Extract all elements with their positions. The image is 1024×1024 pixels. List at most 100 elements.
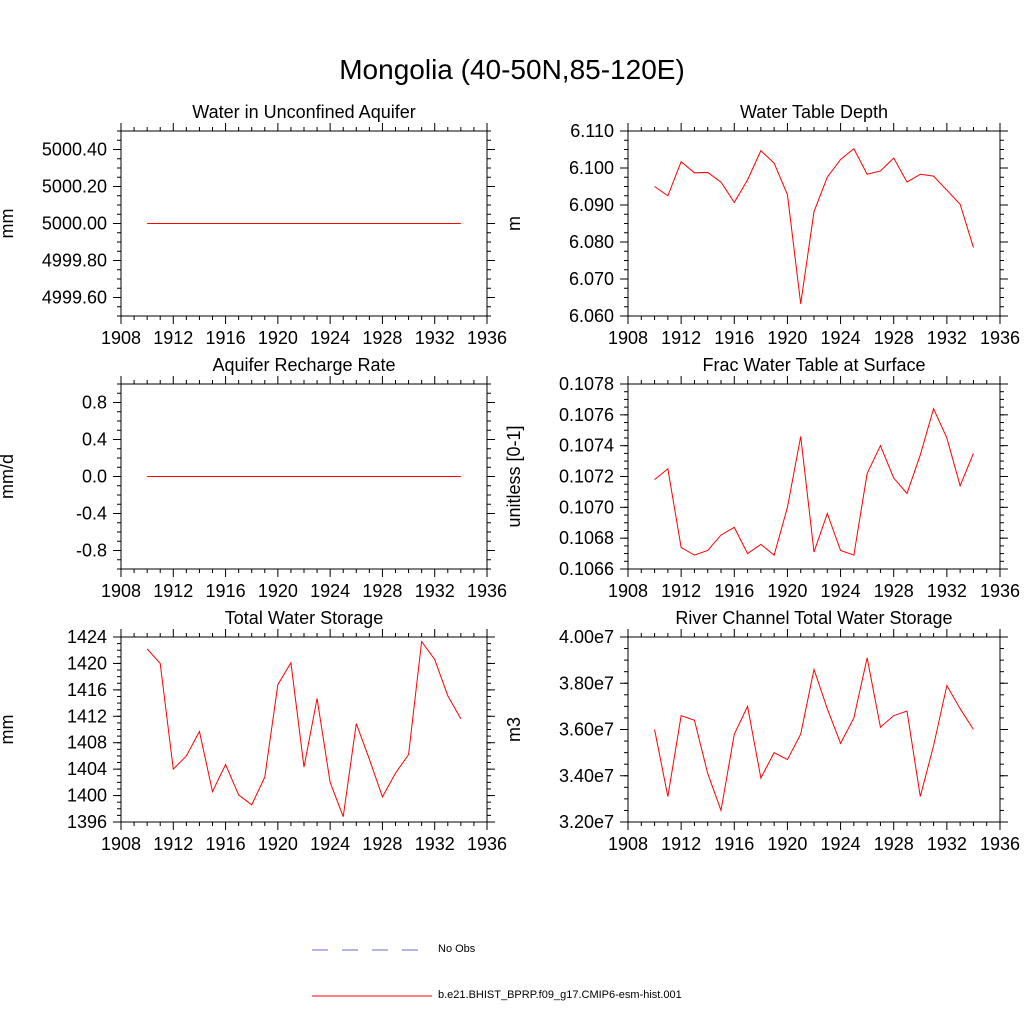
x-tick-label: 1920	[767, 328, 807, 348]
y-tick-label: 6.060	[569, 306, 614, 326]
x-tick-label: 1908	[101, 328, 141, 348]
series-line	[146, 640, 462, 817]
x-tick-label: 1908	[101, 581, 141, 601]
x-tick-label: 1924	[821, 328, 861, 348]
y-tick-label: 0.1068	[559, 528, 614, 548]
y-tick-label: 1404	[67, 759, 107, 779]
legend	[312, 949, 432, 997]
x-tick-label: 1932	[415, 581, 455, 601]
y-tick-label: 6.110	[570, 121, 614, 141]
chart-title: Frac Water Table at Surface	[702, 355, 925, 375]
y-tick-label: 0.1072	[559, 467, 614, 487]
y-tick-label: 4.00e7	[559, 627, 614, 647]
chart-panel-5: Total Water Storage mm 1908 1912 1916 1920 192…	[0, 608, 507, 854]
chart-panel-4: Frac Water Table at Surface unitless [0-1…	[504, 355, 1020, 601]
x-tick-label: 1908	[101, 834, 141, 854]
y-tick-label: 3.40e7	[559, 766, 614, 786]
y-tick-label: -0.8	[76, 541, 107, 561]
x-tick-label: 1908	[608, 834, 648, 854]
x-tick-label: 1924	[821, 581, 861, 601]
y-tick-label: 4999.80	[42, 251, 107, 271]
y-tick-label: 6.080	[569, 232, 614, 252]
x-tick-label: 1908	[608, 328, 648, 348]
chart-panel-2: Water Table Depth m 1908 1912 1916 1920 1924 19…	[504, 102, 1020, 348]
y-axis-label: unitless [0-1]	[504, 425, 524, 527]
x-tick-label: 1920	[767, 834, 807, 854]
chart-title: Total Water Storage	[225, 608, 383, 628]
y-tick-label: 0.1070	[559, 497, 614, 517]
chart-title: Aquifer Recharge Rate	[212, 355, 395, 375]
x-tick-label: 1920	[258, 581, 298, 601]
plot-frame	[627, 383, 1001, 570]
x-tick-label: 1932	[415, 834, 455, 854]
plot-frame	[627, 636, 1001, 823]
x-tick-label: 1936	[467, 834, 507, 854]
y-tick-label: 0.1066	[559, 559, 614, 579]
chart-title: River Channel Total Water Storage	[675, 608, 952, 628]
x-tick-label: 1928	[874, 581, 914, 601]
x-tick-label: 1932	[415, 328, 455, 348]
y-tick-label: 1408	[67, 733, 107, 753]
y-tick-label: 6.090	[569, 195, 614, 215]
y-axis-label: m	[504, 216, 524, 231]
x-tick-label: 1916	[714, 581, 754, 601]
y-tick-label: 5000.00	[42, 214, 107, 234]
plot-frame	[627, 130, 1001, 317]
y-tick-label: -0.4	[76, 504, 107, 524]
y-tick-label: 0.1074	[559, 436, 614, 456]
x-tick-label: 1932	[927, 834, 967, 854]
series-line	[654, 147, 974, 304]
y-tick-label: 3.60e7	[559, 720, 614, 740]
x-tick-label: 1920	[258, 834, 298, 854]
legend-obs-label: No Obs	[438, 943, 476, 955]
x-tick-label: 1912	[153, 834, 193, 854]
x-tick-label: 1928	[874, 834, 914, 854]
y-tick-label: 3.20e7	[559, 812, 614, 832]
x-tick-label: 1908	[608, 581, 648, 601]
y-tick-label: 6.070	[569, 269, 614, 289]
y-tick-label: 1424	[67, 627, 107, 647]
series-line	[654, 657, 974, 813]
x-tick-label: 1936	[980, 581, 1020, 601]
x-tick-label: 1912	[153, 581, 193, 601]
x-tick-label: 1924	[310, 834, 350, 854]
x-tick-label: 1936	[980, 328, 1020, 348]
x-tick-label: 1924	[310, 328, 350, 348]
y-axis-label: mm	[0, 209, 17, 239]
x-tick-label: 1916	[714, 328, 754, 348]
y-tick-label: 4999.60	[42, 288, 107, 308]
y-axis-label: m3	[504, 717, 524, 742]
legend-model-label: b.e21.BHIST_BPRP.f09_g17.CMIP6-esm-hist.…	[438, 989, 682, 1001]
x-tick-label: 1928	[874, 328, 914, 348]
y-tick-label: 3.80e7	[559, 673, 614, 693]
x-tick-label: 1924	[310, 581, 350, 601]
y-tick-label: 0.8	[82, 393, 107, 413]
x-tick-label: 1936	[980, 834, 1020, 854]
y-tick-label: 0.0	[82, 467, 107, 487]
x-tick-label: 1936	[467, 581, 507, 601]
y-tick-label: 0.1076	[559, 405, 614, 425]
x-tick-label: 1920	[767, 581, 807, 601]
x-tick-label: 1912	[661, 834, 701, 854]
plot-frame	[120, 636, 488, 823]
x-tick-label: 1928	[362, 834, 402, 854]
page-title: Mongolia (40-50N,85-120E)	[339, 54, 685, 85]
x-tick-label: 1936	[467, 328, 507, 348]
chart-panel-6: River Channel Total Water Storage m3 1908 1…	[504, 608, 1020, 854]
chart-title: Water in Unconfined Aquifer	[192, 102, 415, 122]
x-tick-label: 1932	[927, 328, 967, 348]
x-tick-label: 1932	[927, 581, 967, 601]
x-tick-label: 1916	[206, 328, 246, 348]
y-tick-label: 0.1078	[559, 374, 614, 394]
x-tick-label: 1912	[661, 581, 701, 601]
x-tick-label: 1916	[206, 581, 246, 601]
chart-panel-1: Water in Unconfined Aquifer mm 1908 1912 191…	[0, 102, 507, 348]
y-tick-label: 1396	[67, 812, 107, 832]
y-tick-label: 1420	[67, 653, 107, 673]
y-axis-label: mm/d	[0, 454, 17, 499]
chart-panel-3: Aquifer Recharge Rate mm/d 1908 1912 1916 192…	[0, 355, 507, 601]
x-tick-label: 1912	[661, 328, 701, 348]
y-tick-label: 5000.20	[42, 177, 107, 197]
x-tick-label: 1916	[714, 834, 754, 854]
